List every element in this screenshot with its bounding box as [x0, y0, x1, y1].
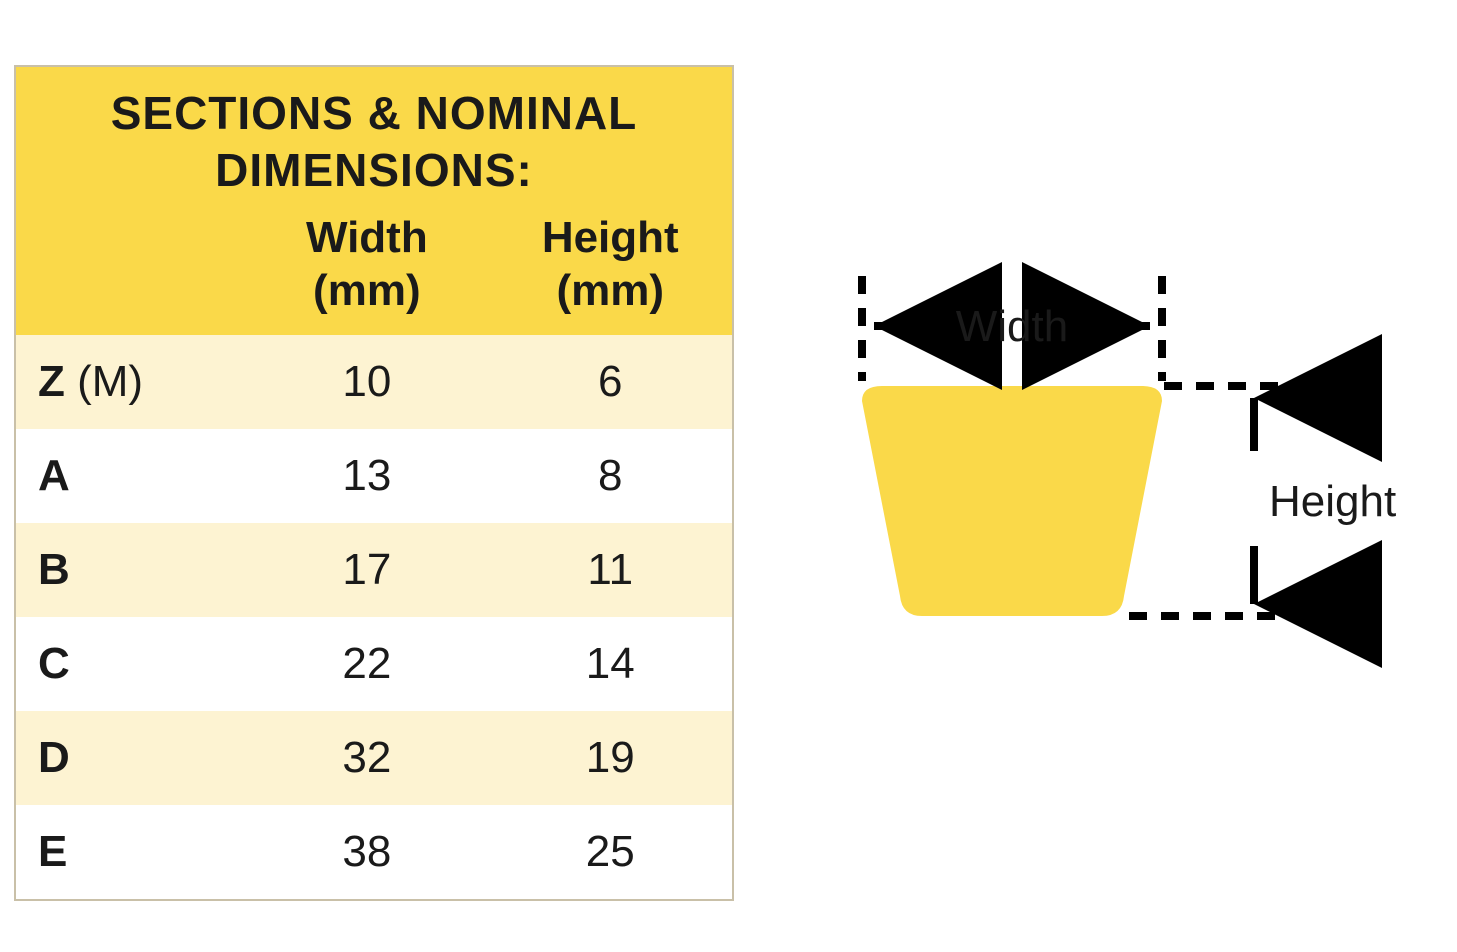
section-code: B — [38, 545, 70, 594]
section-code: D — [38, 733, 70, 782]
table-row: D 32 19 — [16, 711, 732, 805]
cell-section: A — [16, 451, 245, 501]
section-code: Z — [38, 357, 65, 406]
section-suffix: (M) — [65, 357, 143, 406]
col-header-width-l1: Width — [245, 212, 488, 265]
belt-cross-section-diagram: Width Height — [814, 226, 1414, 726]
cell-section: C — [16, 639, 245, 689]
section-code: E — [38, 827, 67, 876]
dimensions-table: SECTIONS & NOMINAL DIMENSIONS: Width (mm… — [14, 65, 734, 902]
cell-height: 8 — [489, 451, 732, 501]
cell-section: D — [16, 733, 245, 783]
col-header-height-l1: Height — [489, 212, 732, 265]
cell-height: 6 — [489, 357, 732, 407]
col-header-section — [16, 212, 245, 318]
cell-height: 25 — [489, 827, 732, 877]
table-header-row: Width (mm) Height (mm) — [16, 206, 732, 336]
table-row: C 22 14 — [16, 617, 732, 711]
table-title-line1: SECTIONS & NOMINAL — [26, 85, 722, 143]
col-header-width: Width (mm) — [245, 212, 488, 318]
table-title-line2: DIMENSIONS: — [26, 142, 722, 200]
cell-width: 17 — [245, 545, 488, 595]
cell-section: Z (M) — [16, 357, 245, 407]
cell-height: 19 — [489, 733, 732, 783]
cell-height: 11 — [489, 545, 732, 595]
table-title: SECTIONS & NOMINAL DIMENSIONS: — [16, 67, 732, 206]
width-label: Width — [956, 302, 1068, 351]
section-code: A — [38, 451, 70, 500]
table-row: Z (M) 10 6 — [16, 335, 732, 429]
col-header-width-l2: (mm) — [245, 265, 488, 318]
cell-section: B — [16, 545, 245, 595]
height-label: Height — [1269, 477, 1396, 526]
cell-height: 14 — [489, 639, 732, 689]
col-header-height: Height (mm) — [489, 212, 732, 318]
table-row: A 13 8 — [16, 429, 732, 523]
cell-section: E — [16, 827, 245, 877]
cell-width: 38 — [245, 827, 488, 877]
cell-width: 13 — [245, 451, 488, 501]
cell-width: 32 — [245, 733, 488, 783]
table-row: B 17 11 — [16, 523, 732, 617]
section-code: C — [38, 639, 70, 688]
col-header-height-l2: (mm) — [489, 265, 732, 318]
page-container: SECTIONS & NOMINAL DIMENSIONS: Width (mm… — [0, 0, 1457, 952]
cell-width: 22 — [245, 639, 488, 689]
diagram-svg: Width Height — [814, 226, 1414, 726]
cell-width: 10 — [245, 357, 488, 407]
belt-shape-icon — [862, 386, 1162, 616]
table-row: E 38 25 — [16, 805, 732, 899]
